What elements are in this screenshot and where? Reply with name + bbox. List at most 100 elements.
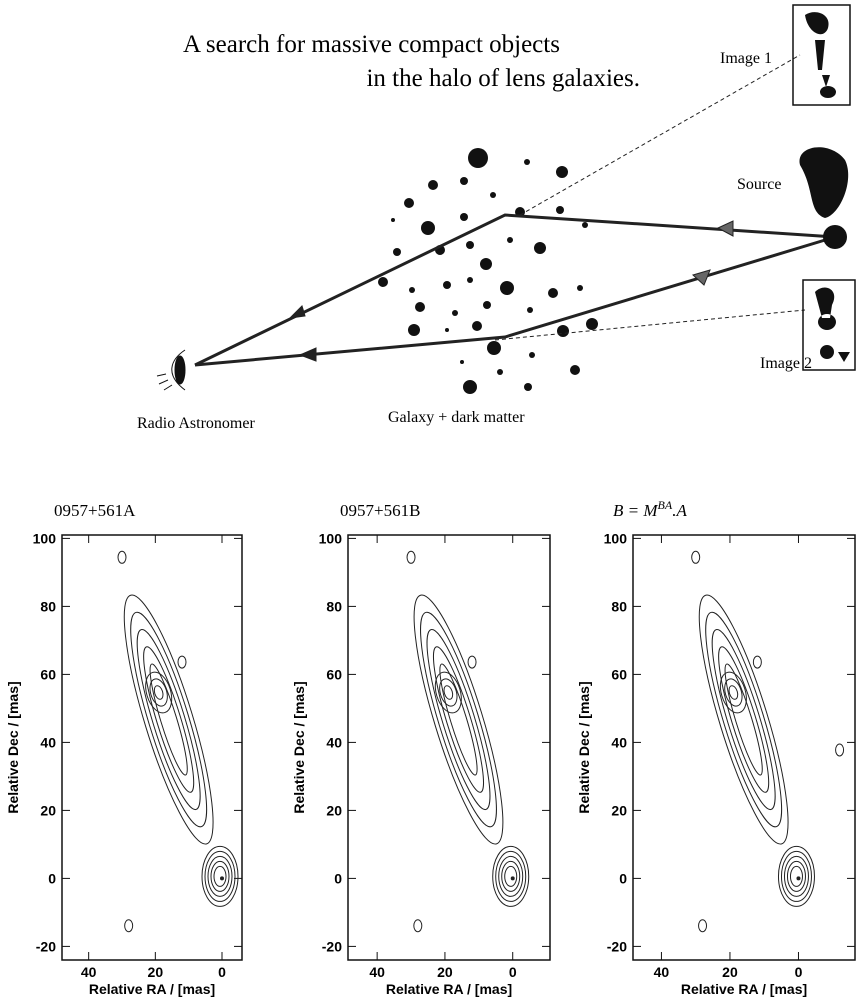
- x-tick-label: 40: [81, 964, 97, 980]
- contour: [145, 671, 173, 714]
- contour: [777, 845, 815, 907]
- header-line: A search for massive compact objects: [183, 31, 560, 58]
- x-tick-label: 0: [218, 964, 226, 980]
- contour: [124, 919, 134, 933]
- source-shape: [799, 147, 849, 218]
- contour: [413, 594, 504, 845]
- y-tick-label: 80: [611, 598, 627, 614]
- contour: [796, 876, 801, 881]
- contour: [143, 646, 195, 793]
- contour: [210, 860, 230, 892]
- label: Image 1: [720, 50, 772, 67]
- x-tick-label: 40: [369, 964, 385, 980]
- x-axis-label: Relative RA / [mas]: [89, 981, 215, 997]
- contour: [426, 629, 491, 811]
- x-tick-label: 0: [795, 964, 803, 980]
- y-tick-label: 60: [611, 666, 627, 682]
- contour: [501, 860, 521, 892]
- y-tick-label: 40: [326, 734, 342, 750]
- contour: [406, 550, 416, 564]
- y-tick-label: 20: [611, 802, 627, 818]
- y-axis-label: Relative Dec / [mas]: [291, 681, 307, 813]
- y-tick-label: 100: [604, 530, 628, 546]
- header-line: in the halo of lens galaxies.: [366, 65, 640, 92]
- contour: [698, 919, 708, 933]
- contour: [153, 685, 164, 700]
- contour: [130, 611, 208, 828]
- y-tick-label: 0: [619, 870, 627, 886]
- plot-frame: [61, 534, 243, 961]
- contour: [495, 850, 527, 902]
- contour: [492, 845, 530, 907]
- image-box: [792, 4, 851, 106]
- contour: [220, 876, 224, 881]
- contour: [420, 611, 497, 828]
- contour: [719, 671, 747, 714]
- y-tick-label: -20: [322, 938, 342, 954]
- contour: [728, 685, 739, 700]
- x-tick-label: 20: [148, 964, 164, 980]
- contour: [786, 860, 806, 892]
- y-axis-label: Relative Dec / [mas]: [576, 681, 592, 813]
- y-tick-label: 40: [611, 734, 627, 750]
- label: Source: [737, 176, 781, 193]
- y-tick-label: 60: [40, 666, 56, 682]
- contour: [698, 594, 789, 845]
- contour: [207, 855, 233, 897]
- contour: [705, 611, 783, 828]
- contour: [783, 855, 809, 897]
- x-axis-label: Relative RA / [mas]: [386, 981, 512, 997]
- y-tick-label: 0: [334, 870, 342, 886]
- contour: [149, 678, 168, 707]
- contour: [510, 876, 515, 881]
- x-tick-label: 0: [509, 964, 517, 980]
- contour: [467, 655, 477, 669]
- contour: [432, 646, 484, 793]
- y-tick-label: 0: [48, 870, 56, 886]
- panel-title: 0957+561A: [54, 501, 136, 520]
- panel-title: B = MBA.A: [613, 498, 687, 520]
- x-tick-label: 40: [654, 964, 670, 980]
- y-tick-label: -20: [36, 938, 56, 954]
- y-tick-label: 100: [319, 530, 343, 546]
- x-axis-label: Relative RA / [mas]: [681, 981, 807, 997]
- title-part: BA: [658, 498, 673, 512]
- y-axis-label: Relative Dec / [mas]: [5, 681, 21, 813]
- contour: [504, 865, 518, 887]
- contours: [406, 550, 530, 933]
- label: Radio Astronomer: [137, 415, 255, 432]
- y-tick-label: 60: [326, 666, 342, 682]
- contour: [123, 594, 214, 845]
- title-part: B = M: [613, 501, 658, 520]
- label: Galaxy + dark matter: [388, 409, 525, 426]
- contour: [204, 850, 236, 902]
- contour: [780, 850, 812, 902]
- image-shape: [815, 287, 850, 362]
- y-tick-label: 80: [326, 598, 342, 614]
- contour: [691, 550, 701, 564]
- contour: [752, 655, 762, 669]
- x-tick-label: 20: [722, 964, 738, 980]
- contours: [117, 550, 239, 933]
- contour: [434, 671, 462, 714]
- contour: [439, 663, 478, 776]
- image-box: [802, 279, 856, 371]
- y-tick-label: 100: [33, 530, 57, 546]
- contour: [835, 743, 845, 757]
- contour: [117, 550, 127, 564]
- contour: [149, 663, 188, 776]
- contour: [498, 855, 524, 897]
- contour: [439, 678, 458, 707]
- panel-title: 0957+561B: [340, 501, 420, 520]
- y-tick-label: 80: [40, 598, 56, 614]
- y-tick-label: 20: [326, 802, 342, 818]
- contours: [691, 550, 845, 933]
- label: Image 2: [760, 355, 812, 372]
- contour: [724, 663, 763, 776]
- y-tick-label: 20: [40, 802, 56, 818]
- y-tick-label: 40: [40, 734, 56, 750]
- contour: [443, 685, 454, 700]
